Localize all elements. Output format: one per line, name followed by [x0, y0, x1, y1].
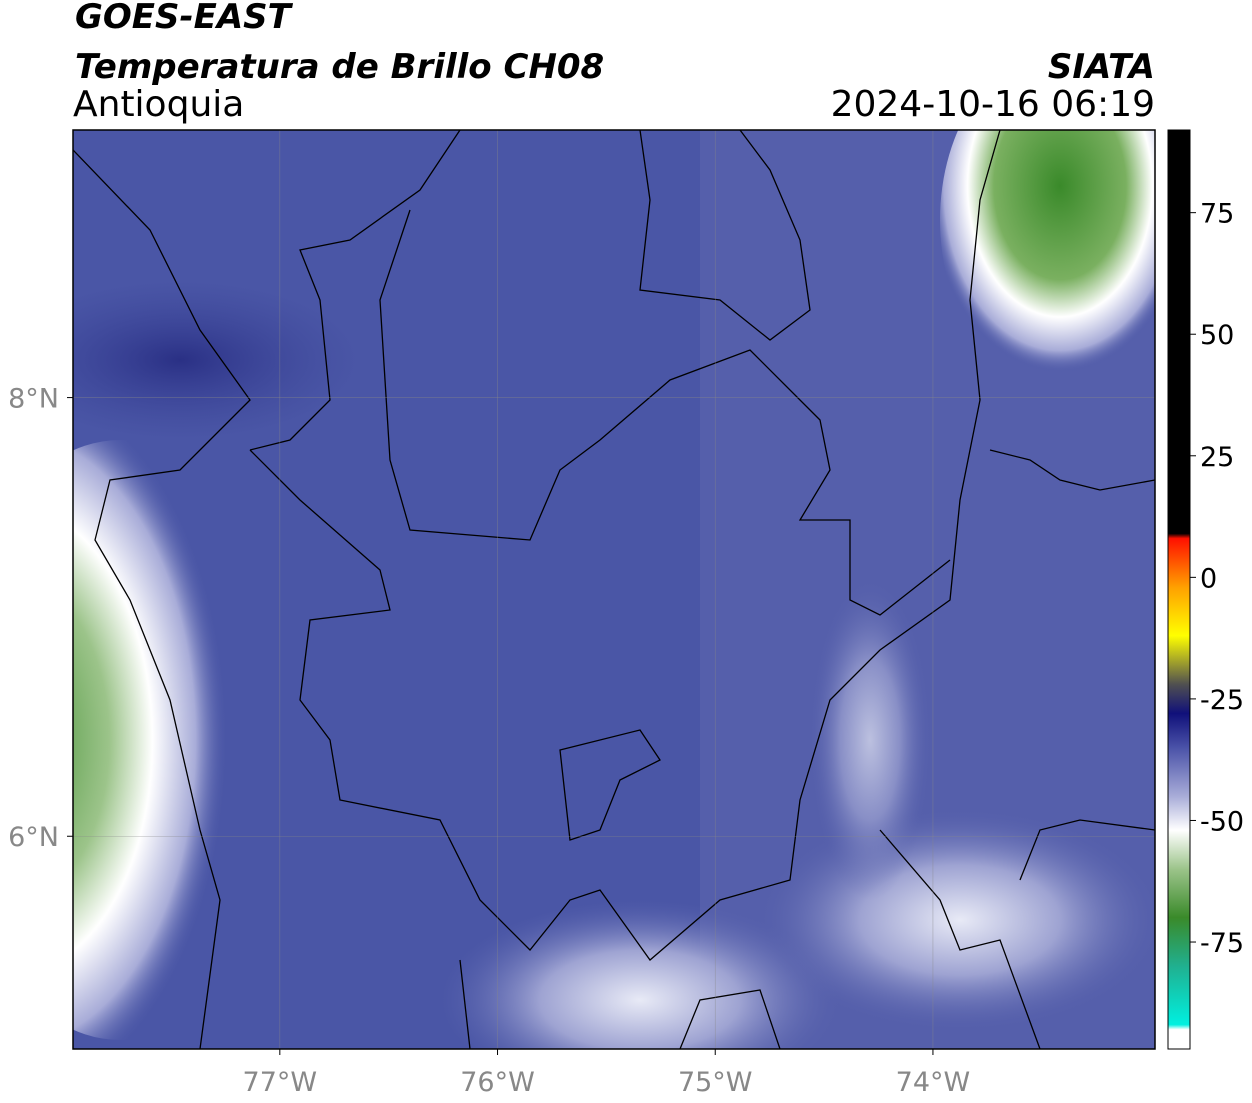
y-tick-label: 8°N	[8, 384, 59, 415]
colorbar-tick-label: -50	[1200, 806, 1244, 837]
colorbar-tick-label: 50	[1200, 320, 1234, 351]
colorbar-tick-label: 75	[1200, 199, 1234, 230]
product: Temperatura de Brillo CH08	[75, 47, 604, 87]
colorbar-tick-label: 25	[1200, 442, 1234, 473]
x-tick-label: 75°W	[678, 1067, 753, 1098]
map-frame	[72, 129, 1156, 1050]
x-tick-label: 76°W	[460, 1067, 535, 1098]
y-tick-label: 6°N	[8, 822, 59, 853]
colorbar	[1167, 129, 1191, 1050]
map-image	[73, 130, 1155, 1049]
x-tick-label: 77°W	[243, 1067, 318, 1098]
colorbar-tick-label: -75	[1200, 928, 1244, 959]
colorbar-tick-label: -25	[1200, 685, 1244, 716]
source: SIATA	[1048, 47, 1155, 87]
satellite: GOES-EAST	[75, 0, 294, 37]
x-tick-label: 74°W	[896, 1067, 971, 1098]
region: Antioquia	[73, 84, 244, 125]
colorbar-tick-label: 0	[1200, 563, 1217, 594]
datetime: 2024-10-16 06:19	[831, 84, 1155, 125]
grid	[73, 130, 1155, 1049]
